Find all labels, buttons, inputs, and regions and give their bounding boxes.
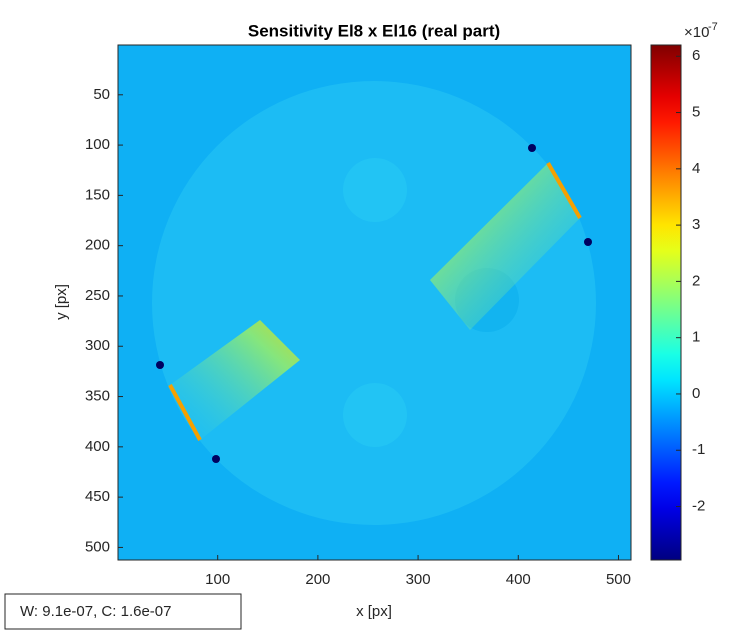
x-tick-label: 300 <box>406 571 431 588</box>
y-tick-label: 450 <box>85 488 110 505</box>
image <box>118 45 631 560</box>
electrode-edge <box>584 238 592 246</box>
y-tick-label: 100 <box>85 136 110 153</box>
y-axis-label: y [px] <box>53 284 70 320</box>
y-tick-label: 500 <box>85 538 110 555</box>
x-tick-label: 100 <box>205 571 230 588</box>
y-tick-label: 300 <box>85 337 110 354</box>
y-tick-label: 350 <box>85 388 110 405</box>
y-tick-label: 400 <box>85 438 110 455</box>
colorbar-exponent: -7 <box>708 21 718 33</box>
inclusion <box>343 383 407 447</box>
y-tick-label: 250 <box>85 287 110 304</box>
electrode <box>546 161 582 220</box>
colorbar-exponent-base: ×10 <box>684 24 709 41</box>
y-tick-label: 50 <box>93 86 110 103</box>
y-tick-label: 200 <box>85 237 110 254</box>
x-tick-label: 400 <box>506 571 531 588</box>
electrode <box>168 384 202 441</box>
colorbar-tick-label: -1 <box>692 441 705 458</box>
colorbar-tick-label: 1 <box>692 329 700 346</box>
electrode-edge <box>212 455 220 463</box>
x-tick-label: 500 <box>606 571 631 588</box>
domain <box>152 81 596 525</box>
y-tick-label: 150 <box>85 186 110 203</box>
hotspot <box>170 320 300 440</box>
x-tick-label: 200 <box>305 571 330 588</box>
colorbar <box>650 44 682 561</box>
colorbar-tick-label: 4 <box>692 160 700 177</box>
inclusion <box>343 158 407 222</box>
datatip-box <box>4 593 242 630</box>
colorbar-tick-label: 5 <box>692 104 700 121</box>
colorbar-tick-label: 2 <box>692 272 700 289</box>
axes-box <box>117 44 632 561</box>
electrode-edge <box>156 361 164 369</box>
chart-title: Sensitivity El8 x El16 (real part) <box>248 21 500 40</box>
electrode-edge <box>528 144 536 152</box>
colorbar-tick-label: -2 <box>692 497 705 514</box>
hotspot <box>430 163 580 330</box>
datatip: W: 9.1e-07, C: 1.6e-07 <box>20 603 171 620</box>
colorbar-tick-label: 3 <box>692 216 700 233</box>
x-axis-label: x [px] <box>356 603 392 620</box>
colorbar-tick-label: 0 <box>692 385 700 402</box>
colorbar-tick-label: 6 <box>692 47 700 64</box>
